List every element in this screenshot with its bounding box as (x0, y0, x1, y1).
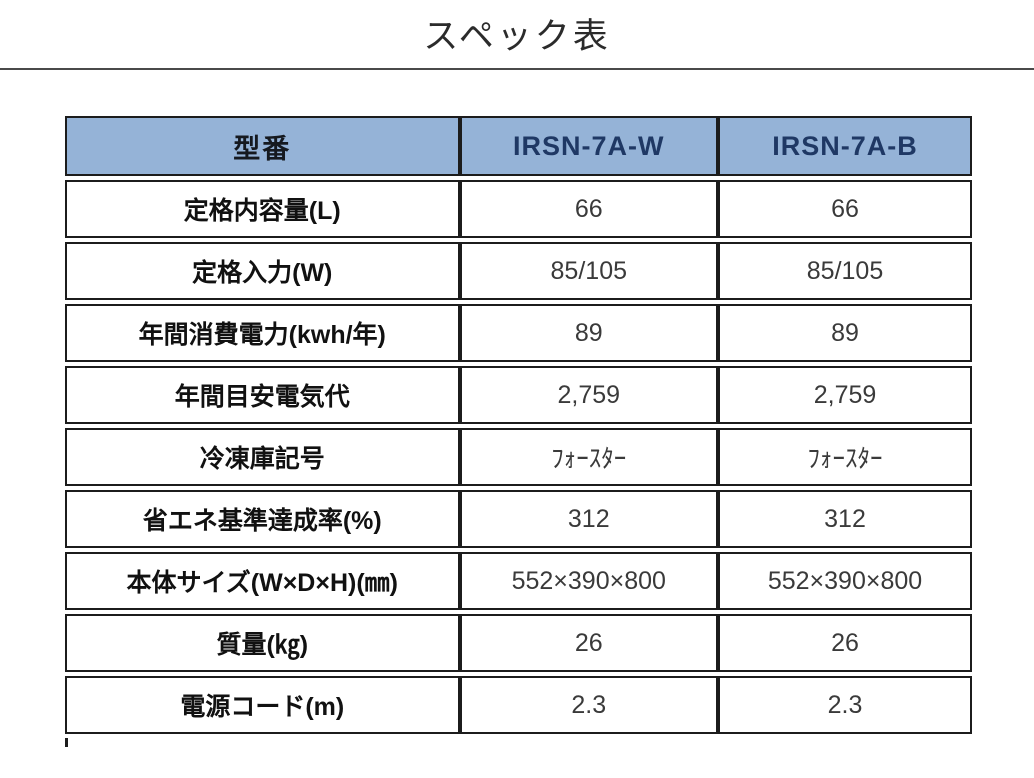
table-row: 年間目安電気代 2,759 2,759 (65, 366, 972, 424)
table-row: 定格入力(W) 85/105 85/105 (65, 242, 972, 300)
value-rated-input-w: 85/105 (459, 242, 719, 300)
header-model-irsn-7a-w: IRSN-7A-W (459, 116, 719, 176)
value-weight-w: 26 (459, 614, 719, 672)
table-row: 定格内容量(L) 66 66 (65, 180, 972, 238)
value-energy-saving-achievement-w: 312 (459, 490, 719, 548)
page-title: スペック表 (423, 17, 611, 56)
value-body-size-w: 552×390×800 (459, 552, 719, 610)
row-label-energy-saving-achievement: 省エネ基準達成率(%) (65, 490, 460, 548)
row-label-annual-electricity-cost: 年間目安電気代 (65, 366, 460, 424)
value-energy-saving-achievement-b: 312 (718, 490, 972, 548)
value-rated-capacity-w: 66 (459, 180, 719, 238)
value-annual-electricity-cost-b: 2,759 (718, 366, 972, 424)
row-label-body-size: 本体サイズ(W×D×H)(㎜) (65, 552, 460, 610)
cutoff-next-row-border-stub (65, 738, 68, 747)
value-annual-power-consumption-b: 89 (718, 304, 972, 362)
row-label-weight: 質量(㎏) (65, 614, 460, 672)
table-row: 電源コード(m) 2.3 2.3 (65, 676, 972, 734)
value-annual-electricity-cost-w: 2,759 (459, 366, 719, 424)
row-label-rated-input: 定格入力(W) (65, 242, 460, 300)
header-model-irsn-7a-b: IRSN-7A-B (718, 116, 972, 176)
value-rated-input-b: 85/105 (718, 242, 972, 300)
table-row: 省エネ基準達成率(%) 312 312 (65, 490, 972, 548)
row-label-freezer-symbol: 冷凍庫記号 (65, 428, 460, 486)
value-rated-capacity-b: 66 (718, 180, 972, 238)
value-freezer-symbol-w: ﾌｫｰｽﾀｰ (459, 428, 719, 486)
table-row: 年間消費電力(kwh/年) 89 89 (65, 304, 972, 362)
value-weight-b: 26 (718, 614, 972, 672)
table-header-row: 型番 IRSN-7A-W IRSN-7A-B (65, 116, 972, 176)
value-body-size-b: 552×390×800 (718, 552, 972, 610)
row-label-rated-capacity: 定格内容量(L) (65, 180, 460, 238)
row-label-power-cord: 電源コード(m) (65, 676, 460, 734)
table-row: 冷凍庫記号 ﾌｫｰｽﾀｰ ﾌｫｰｽﾀｰ (65, 428, 972, 486)
value-power-cord-w: 2.3 (459, 676, 719, 734)
value-annual-power-consumption-w: 89 (459, 304, 719, 362)
table-row: 本体サイズ(W×D×H)(㎜) 552×390×800 552×390×800 (65, 552, 972, 610)
table-row: 質量(㎏) 26 26 (65, 614, 972, 672)
spec-table: 型番 IRSN-7A-W IRSN-7A-B 定格内容量(L) 66 66 定格… (65, 112, 972, 738)
row-label-annual-power-consumption: 年間消費電力(kwh/年) (65, 304, 460, 362)
value-power-cord-b: 2.3 (718, 676, 972, 734)
header-model-number-label: 型番 (65, 116, 460, 176)
title-underline (0, 68, 1034, 70)
value-freezer-symbol-b: ﾌｫｰｽﾀｰ (718, 428, 972, 486)
